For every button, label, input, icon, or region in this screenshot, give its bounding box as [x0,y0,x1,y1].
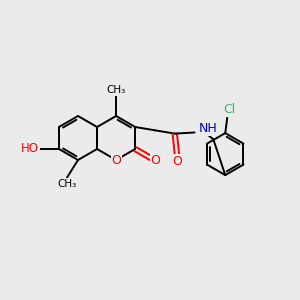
Text: CH₃: CH₃ [57,178,76,189]
Text: CH₃: CH₃ [106,85,126,95]
Text: O: O [111,154,121,166]
Text: O: O [172,155,182,168]
Text: O: O [151,154,160,167]
Text: NH: NH [199,122,217,135]
Text: HO: HO [21,142,39,155]
Text: Cl: Cl [223,103,236,116]
